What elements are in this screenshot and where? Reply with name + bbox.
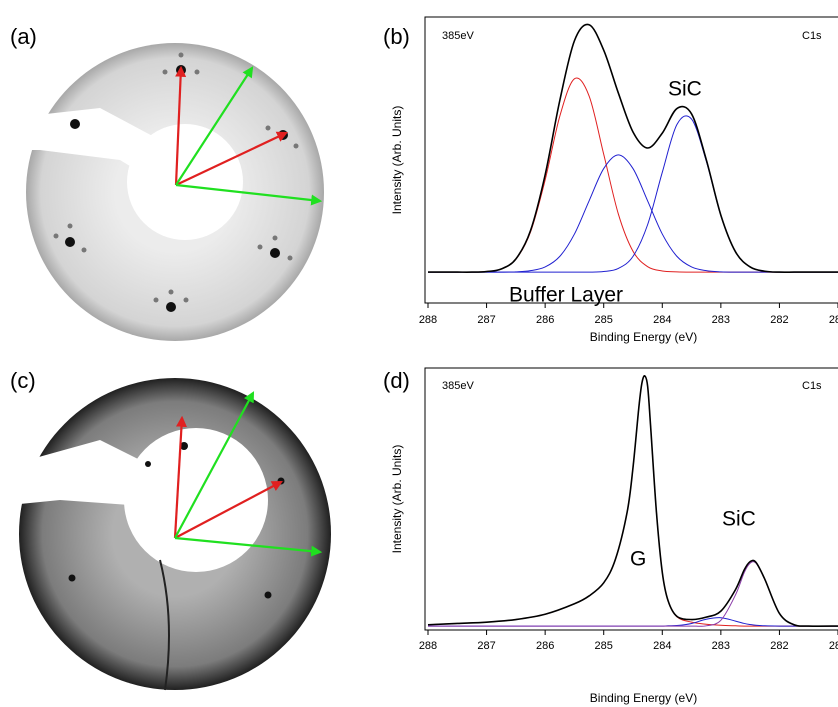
annotation: C1s: [802, 380, 822, 392]
x-axis-label: Binding Energy (eV): [590, 330, 697, 344]
annotation: 385eV: [442, 30, 474, 42]
annotation: 385eV: [442, 380, 474, 392]
x-tick-label: 281: [829, 314, 838, 326]
spectrum-line: [428, 561, 838, 627]
y-axis-label: Intensity (Arb. Units): [390, 445, 404, 554]
x-tick-label: 284: [653, 314, 671, 326]
annotation: Buffer Layer: [509, 284, 623, 307]
x-tick-label: 282: [770, 314, 788, 326]
spectrum-line: [428, 154, 838, 273]
x-tick-label: 282: [770, 640, 788, 652]
panel-label: (c): [10, 368, 36, 393]
x-tick-label: 287: [477, 640, 495, 652]
spectrum-line: [427, 375, 838, 627]
plot-frame: [424, 367, 838, 631]
spectrum-line: [428, 77, 838, 273]
leed-pattern-a: [10, 43, 324, 341]
spectrum-chart: 288 287 286 285 284 283 282 281 Binding Energy (…: [390, 16, 838, 344]
spectrum-chart: 288 287 286 285 284 283 282 281 Binding Energy (…: [390, 367, 838, 705]
x-tick-label: 283: [712, 314, 730, 326]
arrows: [173, 391, 323, 557]
panel-label: (b): [383, 24, 410, 49]
holder-shadow: [10, 108, 178, 195]
annotation: SiC: [668, 78, 702, 101]
x-tick-label: 288: [419, 314, 437, 326]
leed-pattern-c: [10, 378, 331, 691]
panel-label: (a): [10, 24, 37, 49]
holder-shadow: [10, 440, 180, 510]
x-tick-label: 287: [477, 314, 495, 326]
x-tick-label: 283: [712, 640, 730, 652]
x-tick-label: 288: [419, 640, 437, 652]
arrows: [174, 65, 323, 206]
x-tick-label: 284: [653, 640, 671, 652]
x-tick-label: 286: [536, 314, 554, 326]
annotation: SiC: [722, 508, 756, 531]
x-tick-label: 286: [536, 640, 554, 652]
y-axis-label: Intensity (Arb. Units): [390, 106, 404, 215]
annotation: C1s: [802, 30, 822, 42]
spectrum-line: [428, 115, 838, 273]
plot-frame: [424, 16, 838, 304]
x-axis-label: Binding Energy (eV): [590, 691, 697, 705]
screen-crack: [159, 559, 170, 691]
x-tick-label: 285: [595, 314, 613, 326]
x-tick-label: 281: [829, 640, 838, 652]
spectrum-line: [427, 375, 838, 627]
x-tick-label: 285: [595, 640, 613, 652]
spectrum-line: [428, 23, 838, 273]
satellite-spots: [53, 52, 299, 303]
panel-label: (d): [383, 368, 410, 393]
annotation: G: [630, 548, 646, 571]
